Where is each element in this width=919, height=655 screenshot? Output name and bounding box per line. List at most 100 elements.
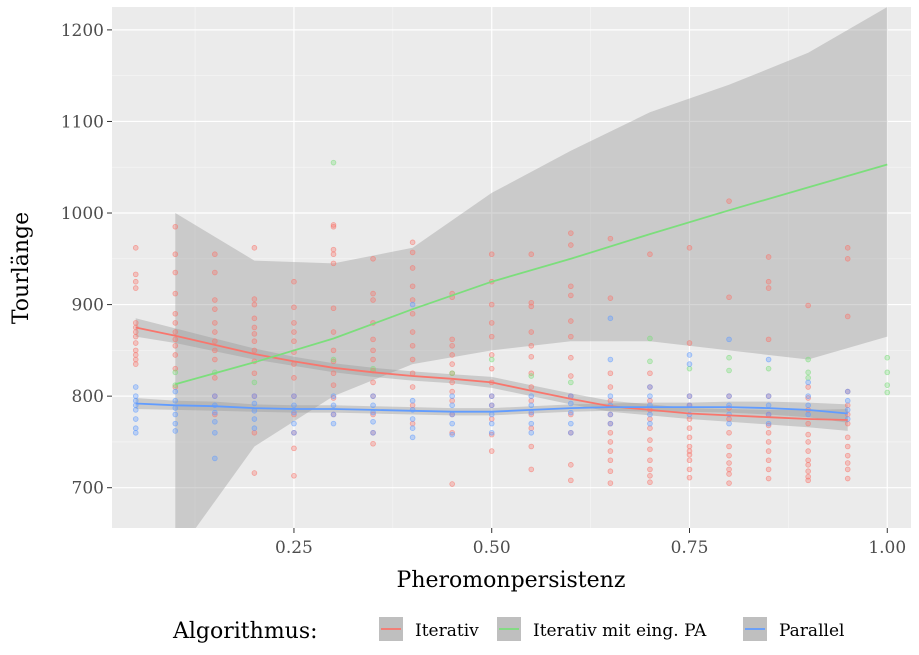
point-iterativ — [686, 474, 693, 481]
point-parallel — [409, 301, 416, 308]
point-parallel — [291, 409, 297, 416]
point-iterativ — [409, 384, 416, 390]
point-iterativ — [844, 420, 851, 427]
point-parallel — [132, 384, 139, 390]
point-iterativ — [449, 481, 455, 487]
point-parallel — [291, 420, 297, 427]
point-iterativ — [370, 347, 376, 354]
point-parallel — [370, 409, 376, 416]
point-iterativ — [212, 329, 218, 335]
point-iterativ — [251, 429, 258, 436]
point-iterativ — [132, 320, 139, 326]
point-iterativ — [647, 425, 653, 431]
point-iterativ — [844, 434, 851, 441]
point-iterativ — [488, 416, 495, 422]
point-parallel — [132, 416, 139, 422]
point-parallel — [528, 409, 535, 416]
point-iterativ — [647, 416, 653, 422]
point-parallel — [805, 393, 811, 399]
point-iterativ — [172, 352, 179, 358]
smooth-line-parallel — [135, 402, 848, 415]
legend-label: Iterativ mit eing. PA — [533, 621, 707, 641]
point-parallel — [528, 420, 535, 427]
point-iterativ — [330, 251, 337, 258]
point-iterativ — [765, 457, 772, 464]
point-iterativ — [370, 379, 376, 386]
point-iterativ — [409, 283, 416, 290]
point-iterativ — [132, 340, 139, 346]
x-tick-label: 0.25 — [275, 538, 313, 558]
point-iterativ — [726, 466, 732, 473]
point-iterativ — [765, 285, 772, 291]
point-iterativ — [528, 329, 535, 335]
point-iterativ — [607, 439, 614, 445]
point-parallel — [291, 402, 297, 409]
point-parallel — [686, 352, 693, 358]
point-parallel — [370, 429, 376, 436]
axes: 0.25 0.50 0.75 1.00 700 800 900 1000 1100 1200 — [61, 21, 906, 558]
point-iterativ — [172, 320, 179, 326]
point-parallel — [488, 420, 495, 427]
point-iterativ-mit-eing-pa — [172, 369, 179, 376]
point-iterativ — [291, 411, 297, 418]
point-iterativ — [647, 457, 653, 464]
point-iterativ — [132, 347, 139, 354]
point-parallel — [212, 429, 218, 436]
smooth-line-iterativ-mit-eing-pa — [175, 163, 888, 386]
point-parallel — [409, 425, 416, 431]
point-iterativ — [251, 370, 258, 377]
point-parallel — [528, 429, 535, 436]
point-iterativ — [409, 249, 416, 256]
legend-title: Algorithmus: — [172, 619, 318, 644]
point-iterativ — [251, 347, 258, 354]
point-iterativ — [568, 462, 574, 468]
point-iterativ — [251, 315, 258, 322]
point-iterativ — [330, 370, 337, 377]
point-parallel — [409, 434, 416, 441]
point-parallel — [251, 416, 258, 422]
point-parallel — [647, 411, 653, 418]
point-iterativ — [132, 356, 139, 363]
point-iterativ — [765, 336, 772, 343]
point-parallel — [251, 407, 258, 414]
point-iterativ — [528, 411, 535, 418]
point-iterativ — [488, 333, 495, 340]
point-iterativ — [528, 466, 535, 473]
point-parallel — [805, 411, 811, 418]
point-parallel — [488, 393, 495, 399]
point-iterativ — [686, 340, 693, 346]
point-parallel — [172, 428, 179, 434]
point-iterativ — [212, 411, 218, 418]
point-iterativ — [449, 379, 455, 386]
point-parallel — [568, 409, 574, 416]
point-iterativ — [291, 329, 297, 335]
point-iterativ — [528, 353, 535, 360]
point-iterativ — [765, 448, 772, 454]
x-axis-title: Pheromonpersistenz — [397, 568, 626, 593]
point-iterativ — [528, 303, 535, 310]
point-parallel — [726, 393, 732, 399]
x-tick-label: 1.00 — [868, 538, 906, 558]
point-iterativ — [172, 342, 179, 349]
point-iterativ — [765, 278, 772, 285]
point-iterativ — [409, 356, 416, 363]
point-iterativ — [844, 443, 851, 450]
point-parallel — [726, 336, 732, 343]
point-parallel — [172, 420, 179, 427]
point-iterativ — [370, 440, 376, 447]
point-iterativ — [449, 388, 455, 395]
point-iterativ — [726, 452, 732, 459]
point-parallel — [765, 420, 772, 427]
grid — [112, 7, 911, 528]
point-parallel — [765, 402, 772, 409]
point-iterativ — [805, 468, 811, 475]
point-parallel — [488, 429, 495, 436]
point-parallel — [686, 393, 693, 399]
point-iterativ — [805, 431, 811, 438]
point-iterativ-mit-eing-pa — [884, 354, 891, 361]
y-tick-label: 900 — [72, 296, 104, 316]
point-parallel — [607, 315, 614, 322]
point-iterativ — [568, 354, 574, 361]
point-iterativ — [726, 198, 732, 204]
point-parallel — [330, 420, 337, 427]
